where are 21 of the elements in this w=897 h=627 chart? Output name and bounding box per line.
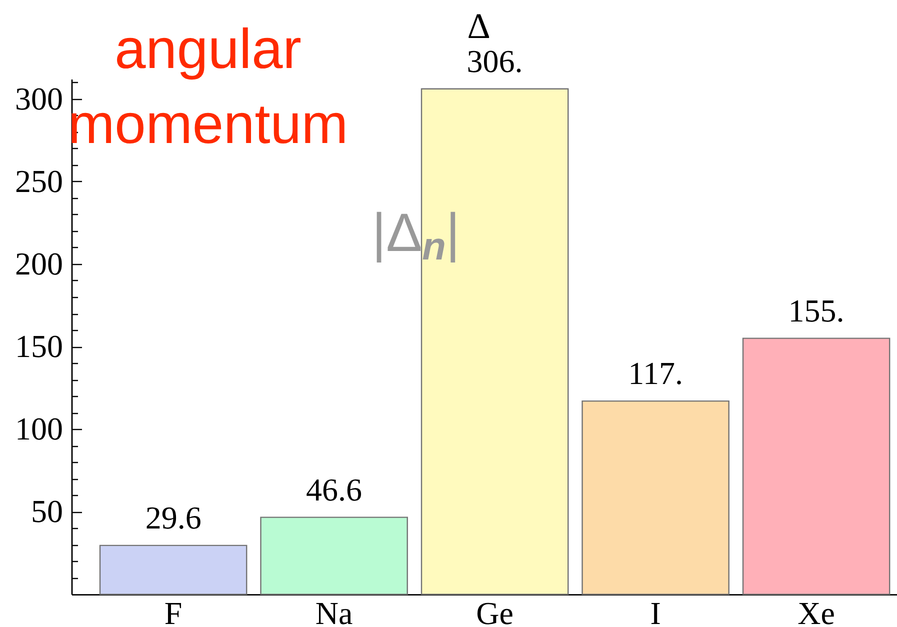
y-tick-label: 300 <box>15 80 63 116</box>
x-tick-label: Xe <box>798 594 835 627</box>
y-tick-label: 150 <box>15 328 63 364</box>
data-label: 155. <box>788 292 844 328</box>
x-tick-label: Na <box>315 594 353 627</box>
y-tick-label: 200 <box>15 245 63 282</box>
annotation: |Δ$_{n}$| <box>372 203 460 269</box>
data-label: 46.6 <box>306 471 362 508</box>
x-tick-label: Ge <box>476 594 514 627</box>
data-label: 117. <box>628 355 683 392</box>
y-tick-label: 250 <box>15 162 63 199</box>
x-tick-label: I <box>650 594 661 627</box>
x-tick-label: F <box>164 594 182 627</box>
bar <box>420 88 569 595</box>
bar <box>742 338 890 595</box>
data-label: 29.6 <box>145 499 202 536</box>
y-tick-label: 100 <box>15 410 63 447</box>
bar <box>582 400 730 595</box>
bar <box>260 516 408 595</box>
bar <box>99 544 248 595</box>
y-tick-label: 50 <box>31 493 63 530</box>
